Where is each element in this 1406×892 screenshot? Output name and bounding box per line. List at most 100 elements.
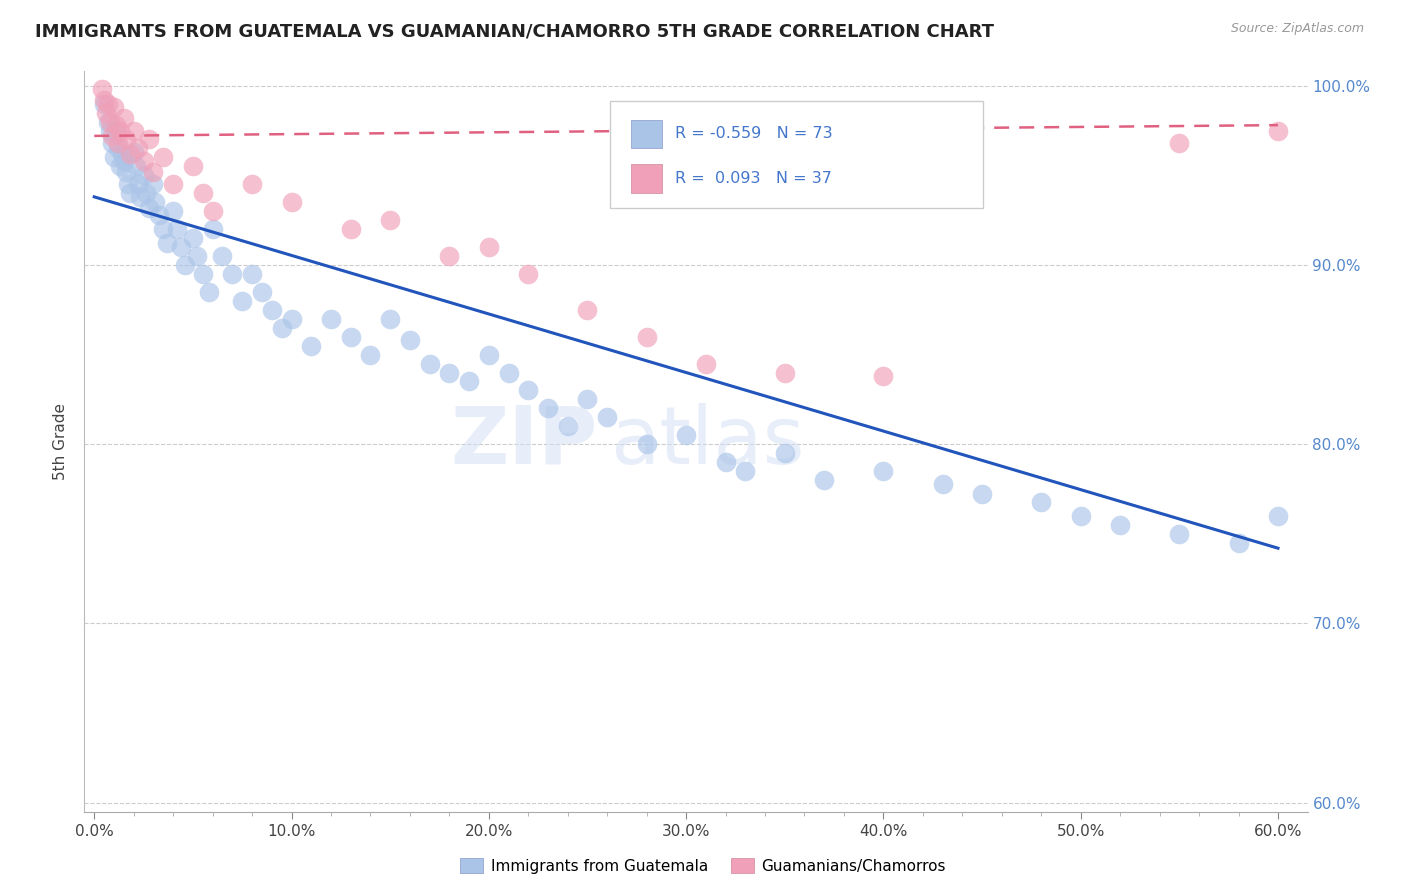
Point [107,141,129,155]
Point [93,93,115,107]
Point [596,410,619,425]
Point [478,348,501,362]
Point [380,311,402,326]
Point [695,357,717,371]
Point [104,123,127,137]
Point [112,153,135,168]
FancyBboxPatch shape [610,101,983,209]
Point [872,369,894,384]
Point [145,195,167,210]
Point [170,240,193,254]
Point [240,178,263,192]
Point [117,178,139,192]
Point [186,249,208,263]
Point [359,348,381,362]
Point [419,357,441,371]
Point [636,329,658,343]
Point [91,82,114,96]
Text: ZIP: ZIP [451,402,598,481]
Point [576,302,599,317]
Point [221,267,243,281]
Point [197,285,219,299]
Point [931,476,953,491]
Point [231,293,253,308]
Point [1109,517,1132,532]
Point [636,437,658,451]
Point [970,487,993,501]
Point [813,473,835,487]
Point [103,100,125,114]
Point [181,231,204,245]
Point [439,249,461,263]
Point [872,464,894,478]
Point [174,258,197,272]
Point [114,132,136,146]
Point [166,222,188,236]
Point [148,208,170,222]
Text: R =  0.093   N = 37: R = 0.093 N = 37 [675,171,832,186]
Point [439,366,461,380]
Point [138,132,160,146]
Bar [631,120,662,148]
Point [97,96,120,111]
Point [93,96,115,111]
Point [240,267,263,281]
Point [270,320,292,334]
Point [118,146,141,161]
Point [118,186,141,201]
Point [191,186,214,201]
Point [127,178,149,192]
Point [111,146,134,161]
Point [478,240,501,254]
Bar [631,164,662,193]
Point [201,204,224,219]
Point [280,311,302,326]
Y-axis label: 5th Grade: 5th Grade [53,403,69,480]
Point [132,153,155,168]
Point [319,311,342,326]
Point [142,178,165,192]
Point [1267,123,1289,137]
Point [152,222,174,236]
Point [1070,508,1092,523]
Text: Source: ZipAtlas.com: Source: ZipAtlas.com [1230,22,1364,36]
Point [124,160,146,174]
Point [156,236,179,251]
Point [98,114,121,128]
Point [211,249,233,263]
Point [339,222,361,236]
Point [1227,536,1250,550]
Point [399,333,422,347]
Point [101,128,124,143]
Point [191,267,214,281]
Point [152,150,174,164]
Point [181,160,204,174]
Point [162,204,184,219]
Point [142,165,165,179]
Point [458,375,481,389]
Point [127,141,149,155]
Point [108,123,131,137]
Point [339,329,361,343]
Point [103,150,125,164]
Point [138,201,160,215]
Point [734,464,756,478]
Point [135,186,157,201]
Point [773,366,796,380]
Text: IMMIGRANTS FROM GUATEMALA VS GUAMANIAN/CHAMORRO 5TH GRADE CORRELATION CHART: IMMIGRANTS FROM GUATEMALA VS GUAMANIAN/C… [35,22,994,40]
Point [112,111,135,125]
Point [98,123,121,137]
Point [299,338,322,352]
Text: atlas: atlas [610,402,804,481]
Text: R = -0.559   N = 73: R = -0.559 N = 73 [675,126,832,141]
Point [280,195,302,210]
Point [132,169,155,183]
Point [128,190,150,204]
Point [107,136,129,150]
Point [1168,136,1191,150]
Point [557,419,579,434]
Point [537,401,560,416]
Point [122,145,145,159]
Point [108,160,131,174]
Point [94,105,117,120]
